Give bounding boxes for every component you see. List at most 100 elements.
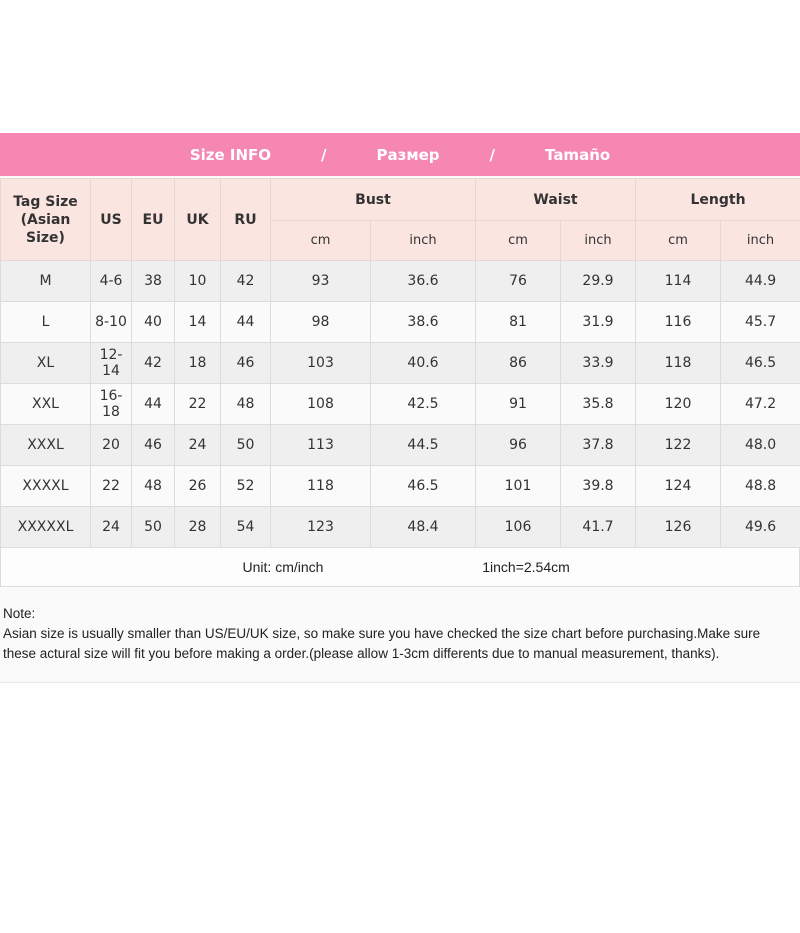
table-cell: 41.7 <box>561 507 636 548</box>
table-cell: 49.6 <box>721 507 800 548</box>
tag-size-cell: XXXXXL <box>1 507 91 548</box>
table-cell: 48.4 <box>371 507 476 548</box>
table-cell: 114 <box>636 261 721 302</box>
table-cell: 14 <box>175 302 221 343</box>
table-cell: 22 <box>91 466 132 507</box>
table-cell: 33.9 <box>561 343 636 384</box>
table-cell: 93 <box>271 261 371 302</box>
table-cell: 24 <box>91 507 132 548</box>
note-section: Note: Asian size is usually smaller than… <box>0 587 800 672</box>
unit-label: Unit: cm/inch <box>243 559 324 575</box>
tag-size-cell: M <box>1 261 91 302</box>
table-cell: 46.5 <box>721 343 800 384</box>
tag-size-cell: XXL <box>1 384 91 425</box>
table-cell: 45.7 <box>721 302 800 343</box>
table-cell: 29.9 <box>561 261 636 302</box>
table-cell: 123 <box>271 507 371 548</box>
table-cell: 20 <box>91 425 132 466</box>
size-info-title-bar: Size INFO / Размер / Tamaño <box>0 133 800 176</box>
header-bust-inch: inch <box>371 221 476 261</box>
table-cell: 86 <box>476 343 561 384</box>
table-cell: 46.5 <box>371 466 476 507</box>
table-cell: 126 <box>636 507 721 548</box>
tag-size-cell: L <box>1 302 91 343</box>
size-chart-panel: Size INFO / Размер / Tamaño Tag Size (As… <box>0 133 800 683</box>
table-cell: 124 <box>636 466 721 507</box>
header-waist-cm: cm <box>476 221 561 261</box>
table-cell: 91 <box>476 384 561 425</box>
size-table-header: Tag Size (Asian Size) US EU UK RU Bust W… <box>1 179 800 261</box>
header-tag-size: Tag Size (Asian Size) <box>1 179 91 261</box>
header-bust: Bust <box>271 179 476 221</box>
note-text: Asian size is usually smaller than US/EU… <box>3 624 796 664</box>
table-cell: 48.0 <box>721 425 800 466</box>
table-cell: 22 <box>175 384 221 425</box>
table-cell: 54 <box>221 507 271 548</box>
table-cell: 36.6 <box>371 261 476 302</box>
table-cell: 42.5 <box>371 384 476 425</box>
tag-size-cell: XL <box>1 343 91 384</box>
table-cell: 44 <box>132 384 175 425</box>
header-eu: EU <box>132 179 175 261</box>
table-cell: 44.5 <box>371 425 476 466</box>
note-label: Note: <box>3 604 796 624</box>
table-cell: 47.2 <box>721 384 800 425</box>
unit-conversion: 1inch=2.54cm <box>482 559 570 575</box>
table-cell: 16-18 <box>91 384 132 425</box>
table-cell: 42 <box>132 343 175 384</box>
table-cell: 81 <box>476 302 561 343</box>
table-cell: 37.8 <box>561 425 636 466</box>
title-tamano: Tamaño <box>545 146 610 164</box>
header-length-inch: inch <box>721 221 800 261</box>
header-waist: Waist <box>476 179 636 221</box>
table-cell: 35.8 <box>561 384 636 425</box>
size-table: Tag Size (Asian Size) US EU UK RU Bust W… <box>0 178 800 548</box>
table-cell: 40.6 <box>371 343 476 384</box>
table-cell: 48 <box>221 384 271 425</box>
table-cell: 26 <box>175 466 221 507</box>
title-razmer: Размер <box>377 146 440 164</box>
header-length-cm: cm <box>636 221 721 261</box>
table-cell: 44 <box>221 302 271 343</box>
header-bust-cm: cm <box>271 221 371 261</box>
table-cell: 50 <box>132 507 175 548</box>
table-cell: 46 <box>221 343 271 384</box>
table-cell: 113 <box>271 425 371 466</box>
table-cell: 98 <box>271 302 371 343</box>
table-cell: 52 <box>221 466 271 507</box>
table-cell: 118 <box>636 343 721 384</box>
table-cell: 38 <box>132 261 175 302</box>
table-cell: 50 <box>221 425 271 466</box>
table-cell: 76 <box>476 261 561 302</box>
tag-size-cell: XXXXL <box>1 466 91 507</box>
title-separator: / <box>490 146 495 164</box>
table-cell: 108 <box>271 384 371 425</box>
title-size-info: Size INFO <box>190 146 271 164</box>
table-cell: 12-14 <box>91 343 132 384</box>
header-us: US <box>91 179 132 261</box>
table-cell: 40 <box>132 302 175 343</box>
header-group-row: Tag Size (Asian Size) US EU UK RU Bust W… <box>1 179 800 221</box>
unit-row: Unit: cm/inch 1inch=2.54cm <box>0 548 800 587</box>
table-cell: 120 <box>636 384 721 425</box>
table-cell: 103 <box>271 343 371 384</box>
title-separator: / <box>321 146 326 164</box>
table-cell: 10 <box>175 261 221 302</box>
header-ru: RU <box>221 179 271 261</box>
table-cell: 106 <box>476 507 561 548</box>
table-cell: 24 <box>175 425 221 466</box>
table-cell: 96 <box>476 425 561 466</box>
table-cell: 46 <box>132 425 175 466</box>
table-cell: 48 <box>132 466 175 507</box>
tag-size-cell: XXXL <box>1 425 91 466</box>
table-cell: 48.8 <box>721 466 800 507</box>
header-uk: UK <box>175 179 221 261</box>
header-length: Length <box>636 179 800 221</box>
table-cell: 31.9 <box>561 302 636 343</box>
